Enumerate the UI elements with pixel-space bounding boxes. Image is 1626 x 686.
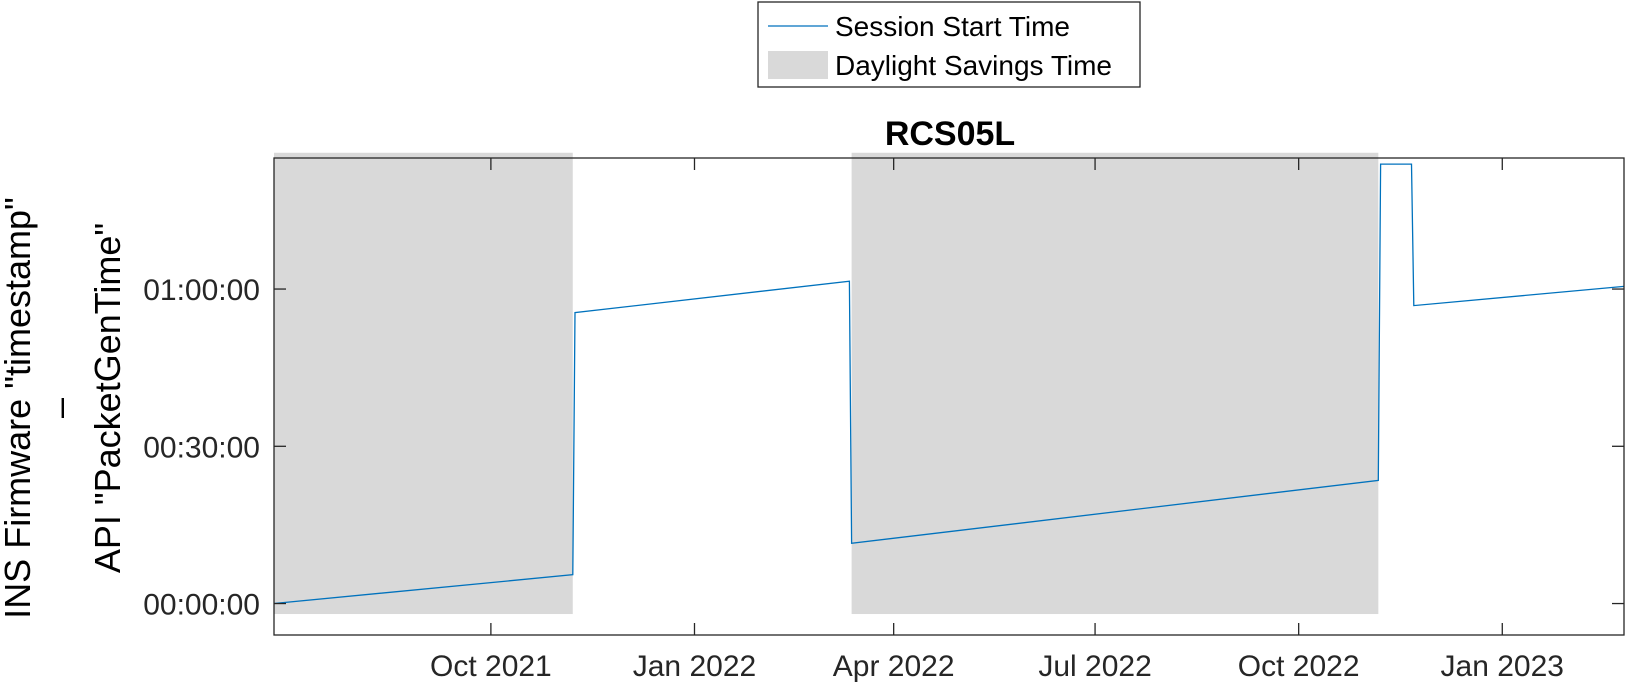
plot-area: Oct 2021 Jan 2022 Apr 2022 Jul 2022 Oct 2022…: [143, 152, 1625, 683]
x-tick-label: Oct 2022: [1238, 650, 1360, 683]
y-tick-label: 01:00:00: [143, 274, 260, 307]
x-tick-label: Oct 2021: [430, 650, 552, 683]
x-tick-label: Jan 2022: [633, 650, 756, 683]
y-tick-label: 00:00:00: [143, 589, 260, 622]
y-axis-title-line-1: INS Firmware "timestamp": [0, 197, 38, 619]
x-tick-label: Jul 2022: [1038, 650, 1151, 683]
x-tick-label: Apr 2022: [833, 650, 955, 683]
y-axis-title: INS Firmware "timestamp" – API "PacketGe…: [0, 197, 128, 619]
legend-label-session-start-time: Session Start Time: [835, 11, 1070, 42]
legend-label-daylight-savings-time: Daylight Savings Time: [835, 50, 1112, 81]
legend: Session Start Time Daylight Savings Time: [757, 1, 1141, 88]
x-tick-label: Jan 2023: [1441, 650, 1564, 683]
shaded-regions: [274, 152, 1379, 615]
x-axis: Oct 2021 Jan 2022 Apr 2022 Jul 2022 Oct 2022…: [430, 158, 1564, 683]
y-axis-title-line-3: API "PacketGenTime": [87, 223, 128, 573]
series-line-session-start-time: [273, 163, 1625, 605]
dst-region-1: [274, 152, 573, 615]
dst-region-2: [851, 152, 1379, 615]
series-layer: [273, 163, 1625, 605]
chart-title: RCS05L: [885, 115, 1015, 153]
plot-frame: [273, 157, 1625, 636]
y-axis-title-line-2: –: [39, 398, 80, 418]
y-axis: 00:00:00 00:30:00 01:00:00: [143, 274, 1624, 622]
legend-swatch-daylight-savings-time: [768, 51, 828, 79]
y-tick-label: 00:30:00: [143, 431, 260, 464]
